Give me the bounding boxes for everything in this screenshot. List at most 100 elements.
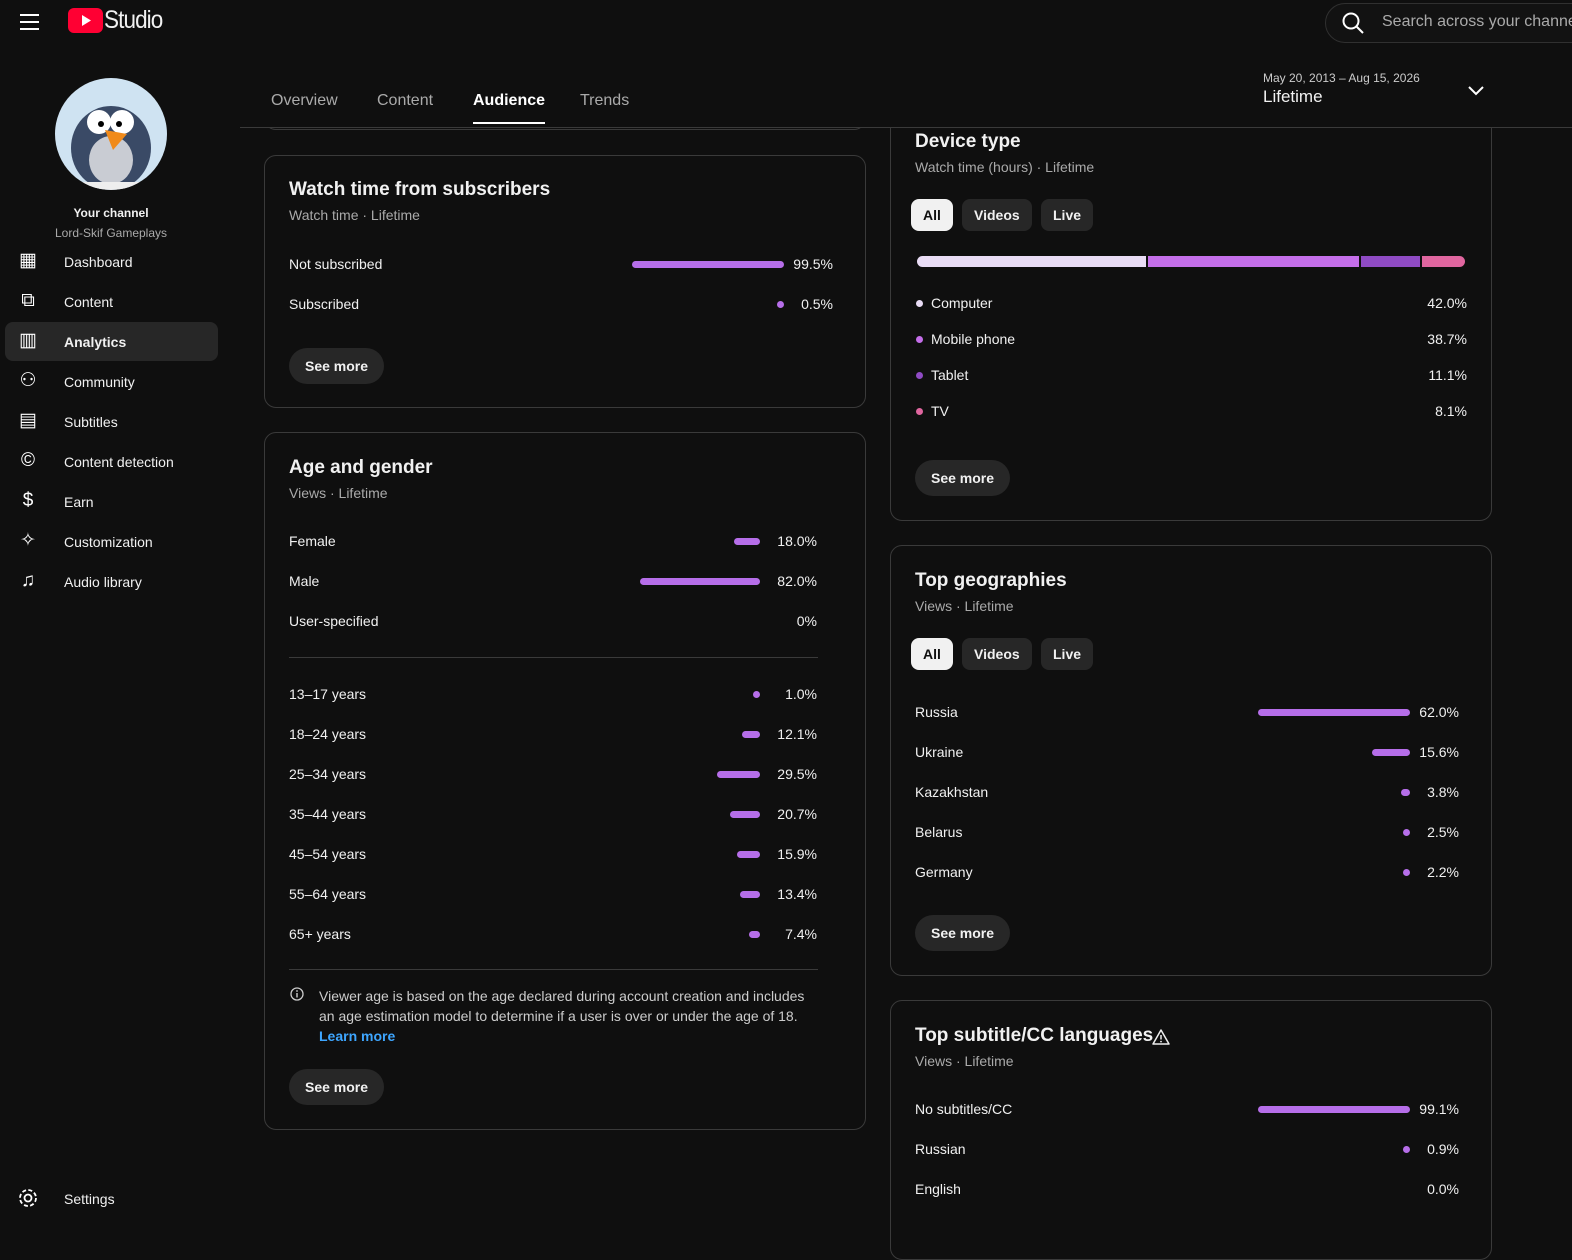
nav-item[interactable]: Settings xyxy=(64,1191,115,1207)
card-subtitle: Views · Lifetime xyxy=(289,485,388,501)
row-value: 99.1% xyxy=(1419,1101,1459,1117)
content: Watch time from subscribers Watch time ·… xyxy=(264,40,1492,1260)
card: Watch time from subscribers Watch time ·… xyxy=(264,155,866,408)
row-value: 3.8% xyxy=(1427,784,1459,800)
row-label: 55–64 years xyxy=(289,886,367,902)
nav-item[interactable]: Content xyxy=(64,294,114,310)
row-label: Russian xyxy=(915,1141,966,1157)
channel-avatar[interactable] xyxy=(55,78,167,190)
filter-chip[interactable]: Videos xyxy=(962,638,1032,670)
search-icon xyxy=(1342,12,1364,34)
filter-chip[interactable]: All xyxy=(911,199,953,231)
sidebar: Your channel Lord-Skif Gameplays Setting… xyxy=(0,56,240,1222)
row-label: Russia xyxy=(915,704,958,720)
filter-chip[interactable]: Live xyxy=(1041,638,1094,670)
bar xyxy=(1258,709,1410,716)
top-bar: Studio Search across your channel xyxy=(0,0,1572,56)
row-label: User-specified xyxy=(289,613,379,629)
row-value: 29.5% xyxy=(777,766,817,782)
card-subtitle: Watch time (hours) · Lifetime xyxy=(915,159,1095,175)
legend-dot xyxy=(916,336,923,343)
row-value: 15.9% xyxy=(777,846,817,862)
warning-icon[interactable] xyxy=(1152,1029,1171,1047)
row-label: 35–44 years xyxy=(289,806,367,822)
row-value: 8.1% xyxy=(1435,403,1467,419)
row-value: 0.5% xyxy=(801,296,833,312)
tab[interactable]: Trends xyxy=(580,92,630,109)
row-label: Germany xyxy=(915,864,973,880)
row-value: 82.0% xyxy=(777,573,817,589)
card-subtitle: Views · Lifetime xyxy=(915,598,1014,614)
nav-icon: ⚇ xyxy=(19,370,37,391)
bar xyxy=(632,261,784,268)
row-value: 12.1% xyxy=(777,726,817,742)
bar xyxy=(733,538,760,545)
row-label: Male xyxy=(289,573,320,589)
date-period[interactable]: Lifetime xyxy=(1263,87,1323,106)
row-value: 0.0% xyxy=(1427,1181,1459,1197)
nav-item[interactable]: Content detection xyxy=(64,454,174,470)
nav-item[interactable]: Analytics xyxy=(64,334,127,350)
legend-dot xyxy=(916,408,923,415)
nav-item[interactable]: Dashboard xyxy=(64,254,133,270)
filter-chip[interactable]: All xyxy=(911,638,953,670)
logo-text[interactable]: Studio xyxy=(104,6,163,34)
nav-item[interactable]: Subtitles xyxy=(64,414,118,430)
age-note: Viewer age is based on the age declared … xyxy=(319,986,819,1046)
row-value: 0% xyxy=(796,613,817,629)
row-value: 1.0% xyxy=(785,686,817,702)
filter-chip[interactable]: Videos xyxy=(962,199,1032,231)
search-box[interactable]: Search across your channel xyxy=(1325,3,1572,43)
legend-dot xyxy=(916,372,923,379)
row-value: 2.2% xyxy=(1427,864,1459,880)
card-title: Top geographies xyxy=(915,570,1067,591)
bar xyxy=(1403,829,1410,836)
bar xyxy=(1258,1106,1410,1113)
device-segment xyxy=(1422,256,1465,267)
tab[interactable]: Content xyxy=(377,92,434,109)
dropdown-icon[interactable] xyxy=(1468,86,1484,96)
menu-icon[interactable] xyxy=(20,14,40,30)
logo-icon[interactable] xyxy=(68,8,104,34)
row-label: Female xyxy=(289,533,336,549)
see-more-button[interactable]: See more xyxy=(289,1069,385,1105)
divider xyxy=(289,969,818,970)
bar xyxy=(742,731,760,738)
filter-chip[interactable]: Live xyxy=(1041,199,1094,231)
nav-item[interactable]: Earn xyxy=(64,494,94,510)
channel-label: Your channel xyxy=(73,206,149,220)
row-label: 18–24 years xyxy=(289,726,367,742)
bar xyxy=(1400,789,1410,796)
tab[interactable]: Audience xyxy=(473,92,546,109)
nav-icon: $ xyxy=(22,490,34,511)
see-more-button[interactable]: See more xyxy=(289,348,385,384)
tab-underline xyxy=(473,122,545,124)
row-value: 2.5% xyxy=(1427,824,1459,840)
row-value: 18.0% xyxy=(777,533,817,549)
row-value: 99.5% xyxy=(793,256,833,272)
bar xyxy=(1371,749,1410,756)
row-value: 38.7% xyxy=(1427,331,1467,347)
row-label: Subscribed xyxy=(289,296,360,312)
row-label: TV xyxy=(931,403,949,419)
nav-item[interactable]: Audio library xyxy=(64,574,142,590)
settings-icon[interactable] xyxy=(18,1188,40,1210)
bar xyxy=(753,691,760,698)
learn-more-link[interactable]: Learn more xyxy=(319,1028,396,1044)
row-label: 45–54 years xyxy=(289,846,367,862)
nav-item[interactable]: Community xyxy=(64,374,135,390)
search-placeholder: Search across your channel xyxy=(1382,13,1572,30)
tab[interactable]: Overview xyxy=(271,92,338,109)
nav-icon: ⧉ xyxy=(21,290,35,311)
bar xyxy=(736,851,760,858)
bar xyxy=(740,891,760,898)
nav-item[interactable]: Customization xyxy=(64,534,153,550)
bar xyxy=(777,301,784,308)
see-more-button[interactable]: See more xyxy=(915,460,1011,496)
bar xyxy=(729,811,760,818)
see-more-button[interactable]: See more xyxy=(915,915,1011,951)
nav-icon: ✧ xyxy=(20,530,36,551)
nav-icon: ♫ xyxy=(20,570,36,591)
row-label: Tablet xyxy=(931,367,969,383)
legend-dot xyxy=(916,300,923,307)
